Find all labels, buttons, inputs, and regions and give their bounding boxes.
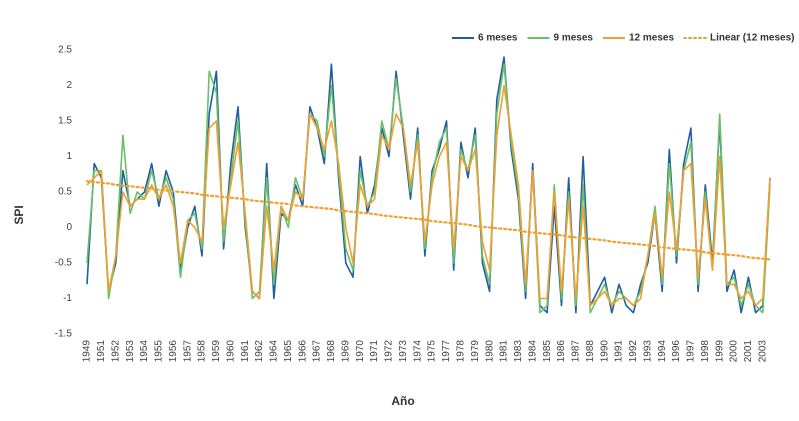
series-line [85,180,772,261]
x-tick-label: 1977 [441,340,452,363]
legend-label: 6 meses [478,33,518,44]
x-tick-label: 1985 [542,340,553,363]
y-tick-label: 2.5 [58,45,72,56]
x-tick-label: 1964 [269,340,280,363]
x-tick-label: 1962 [254,340,265,363]
x-tick-label: 1992 [628,340,639,363]
x-tick-label: 1949 [82,340,93,363]
y-tick-label: -0.5 [55,258,73,269]
x-tick-label: 1998 [700,340,711,363]
y-tick-label: -1 [63,293,72,304]
legend-label: 12 meses [629,33,674,44]
x-tick-label: 1980 [484,340,495,363]
x-tick-label: 1990 [599,340,610,363]
x-tick-label: 1984 [527,340,538,363]
y-tick-label: 0 [66,222,72,233]
x-tick-label: 1970 [355,340,366,363]
x-tick-label: 1988 [585,340,596,363]
x-tick-label: 1955 [154,340,165,363]
x-tick-label: 2001 [743,340,754,363]
x-tick-label: 1952 [110,340,121,363]
legend-label: 9 meses [553,33,593,44]
x-tick-label: 2003 [757,340,768,363]
x-tick-label: 1973 [398,340,409,363]
x-tick-label: 1994 [657,340,668,363]
legend-label: Linear (12 meses) [710,33,795,44]
y-tick-label: 1.5 [58,116,72,127]
x-tick-label: 1978 [455,340,466,363]
x-tick-label: 1972 [384,340,395,363]
x-tick-label: 1983 [513,340,524,363]
x-tick-label: 1999 [714,340,725,363]
y-tick-label: 0.5 [58,187,72,198]
x-tick-label: 2000 [729,340,740,363]
x-tick-label: 1981 [499,340,510,363]
x-tick-label: 1953 [125,340,136,363]
x-tick-label: 1961 [240,340,251,363]
x-tick-label: 1987 [571,340,582,363]
y-tick-label: -1.5 [55,329,73,340]
x-tick-label: 1968 [326,340,337,363]
x-tick-label: 1958 [197,340,208,363]
x-tick-label: 1951 [96,340,107,363]
x-tick-label: 1974 [412,340,423,363]
x-tick-label: 1975 [427,340,438,363]
x-tick-label: 1979 [470,340,481,363]
series-line [86,84,771,307]
x-tick-label: 1997 [686,340,697,363]
y-axis-title: SPI [12,205,26,224]
x-tick-label: 1957 [182,340,193,363]
x-tick-label: 1956 [168,340,179,363]
series-line [86,63,771,314]
x-axis-title: Año [391,394,414,408]
x-tick-label: 1960 [225,340,236,363]
y-tick-label: 1 [66,151,72,162]
x-tick-label: 1966 [297,340,308,363]
y-tick-label: 2 [66,80,72,91]
x-tick-label: 1993 [642,340,653,363]
x-tick-label: 1971 [369,340,380,363]
x-tick-label: 1954 [139,340,150,363]
x-tick-label: 1996 [671,340,682,363]
x-tick-label: 1959 [211,340,222,363]
x-tick-label: 1965 [283,340,294,363]
x-tick-label: 1969 [340,340,351,363]
x-tick-label: 1967 [312,340,323,363]
x-tick-label: 1986 [556,340,567,363]
x-tick-label: 1991 [614,340,625,363]
